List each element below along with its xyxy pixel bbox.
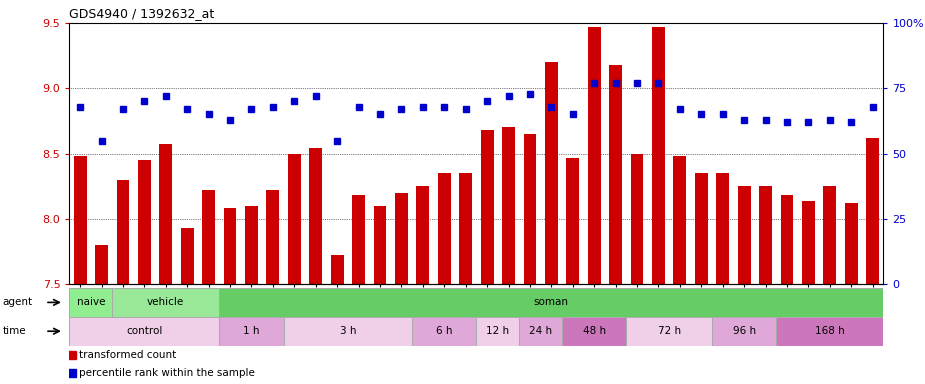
Bar bbox=[266, 190, 279, 284]
Bar bbox=[352, 195, 365, 284]
Bar bbox=[545, 62, 558, 284]
Text: 24 h: 24 h bbox=[529, 326, 552, 336]
Bar bbox=[481, 130, 494, 284]
Bar bbox=[288, 154, 301, 284]
Bar bbox=[284, 317, 413, 346]
Bar bbox=[695, 173, 708, 284]
Text: 6 h: 6 h bbox=[436, 326, 452, 336]
Bar bbox=[309, 148, 322, 284]
Bar bbox=[587, 27, 600, 284]
Text: 48 h: 48 h bbox=[583, 326, 606, 336]
Bar bbox=[219, 288, 883, 317]
Text: vehicle: vehicle bbox=[147, 297, 184, 308]
Text: time: time bbox=[3, 326, 27, 336]
Bar bbox=[459, 173, 472, 284]
Bar bbox=[69, 317, 219, 346]
Bar bbox=[180, 228, 193, 284]
Text: 96 h: 96 h bbox=[733, 326, 756, 336]
Bar bbox=[95, 245, 108, 284]
Text: 12 h: 12 h bbox=[487, 326, 510, 336]
Bar bbox=[413, 317, 476, 346]
Text: percentile rank within the sample: percentile rank within the sample bbox=[79, 367, 254, 377]
Bar bbox=[476, 317, 519, 346]
Bar bbox=[138, 160, 151, 284]
Bar bbox=[652, 27, 665, 284]
Bar bbox=[712, 317, 776, 346]
Text: naive: naive bbox=[77, 297, 105, 308]
Bar bbox=[69, 288, 112, 317]
Bar bbox=[374, 206, 387, 284]
Text: soman: soman bbox=[534, 297, 569, 308]
Bar bbox=[159, 144, 172, 284]
Bar bbox=[562, 317, 626, 346]
Text: transformed count: transformed count bbox=[79, 350, 176, 360]
Text: GDS4940 / 1392632_at: GDS4940 / 1392632_at bbox=[69, 7, 215, 20]
Bar bbox=[519, 317, 562, 346]
Text: control: control bbox=[126, 326, 163, 336]
Bar bbox=[610, 65, 622, 284]
Bar bbox=[845, 203, 857, 284]
Bar bbox=[112, 288, 219, 317]
Bar bbox=[759, 186, 772, 284]
Bar bbox=[524, 134, 536, 284]
Text: 1 h: 1 h bbox=[243, 326, 260, 336]
Bar bbox=[823, 186, 836, 284]
Bar bbox=[566, 157, 579, 284]
Text: 168 h: 168 h bbox=[815, 326, 845, 336]
Bar bbox=[673, 156, 686, 284]
Bar bbox=[331, 255, 343, 284]
Bar bbox=[781, 195, 794, 284]
Bar bbox=[416, 186, 429, 284]
Bar bbox=[631, 154, 644, 284]
Bar bbox=[502, 127, 515, 284]
Text: 72 h: 72 h bbox=[658, 326, 681, 336]
Bar bbox=[626, 317, 712, 346]
Bar bbox=[738, 186, 750, 284]
Text: 3 h: 3 h bbox=[339, 326, 356, 336]
Bar bbox=[224, 209, 237, 284]
Bar bbox=[245, 206, 258, 284]
Bar bbox=[866, 138, 879, 284]
Bar bbox=[117, 180, 130, 284]
Bar bbox=[716, 173, 729, 284]
Bar bbox=[802, 200, 815, 284]
Bar bbox=[776, 317, 883, 346]
Bar bbox=[395, 193, 408, 284]
Bar bbox=[203, 190, 215, 284]
Bar bbox=[219, 317, 284, 346]
Bar bbox=[438, 173, 450, 284]
Bar bbox=[74, 156, 87, 284]
Text: agent: agent bbox=[3, 297, 33, 308]
